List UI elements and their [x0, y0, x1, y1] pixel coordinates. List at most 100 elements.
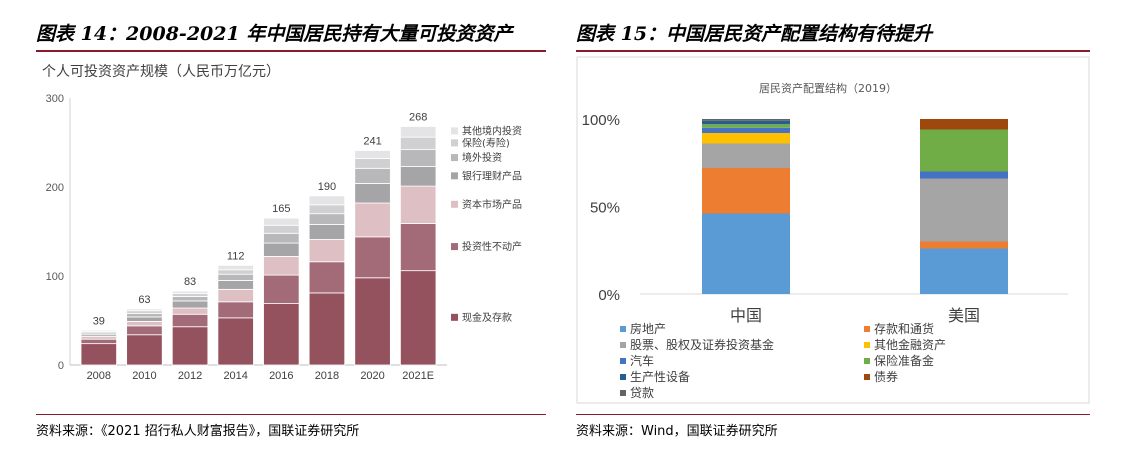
bar-segment [308, 261, 346, 294]
bar-segment [920, 178, 1008, 242]
bar-segment [80, 336, 118, 340]
right-source-rule [576, 414, 1090, 415]
bar-segment [126, 310, 163, 314]
bar-segment [126, 334, 163, 366]
bar-segment [126, 320, 163, 327]
bar-segment [217, 301, 254, 319]
legend-swatch [864, 342, 870, 348]
bar-segment [354, 167, 391, 184]
legend-label: 其他境内投资 [462, 124, 522, 137]
bar-segment [171, 296, 209, 302]
x-tick-label: 2008 [87, 370, 111, 380]
bar-segment [354, 202, 391, 238]
legend-swatch [620, 374, 626, 380]
x-tick-label: 2018 [315, 370, 339, 380]
left-title-rule [36, 50, 546, 52]
bar-segment [702, 120, 790, 125]
y-tick-label: 200 [46, 182, 64, 194]
bar-segment [308, 292, 346, 366]
bar-segment [263, 256, 300, 276]
legend-swatch [451, 172, 458, 180]
total-label: 112 [227, 250, 245, 262]
bar-segment [263, 224, 300, 234]
legend-swatch [620, 390, 626, 396]
legend-label: 资本市场产品 [462, 198, 522, 211]
bar-segment [171, 300, 209, 309]
bar-segment [126, 325, 163, 336]
bar-segment [399, 166, 437, 187]
left-source-note: 资料来源：《2021 招行私人财富报告》，国联证券研究所 [36, 424, 360, 439]
total-label: 268 [409, 111, 427, 123]
x-tick-label: 2010 [132, 370, 156, 380]
bar-segment [80, 329, 118, 333]
x-tick-label: 2021E [402, 370, 434, 380]
legend-label: 银行理财产品 [462, 169, 522, 182]
bar-segment [171, 290, 209, 294]
legend-swatch [451, 154, 458, 162]
bar-segment [354, 150, 391, 159]
left-figure-title: 图表 14：2008-2021 年中国居民持有大量可投资资产 [36, 23, 513, 45]
chart-title: 居民资产配置结构（2019） [759, 81, 897, 95]
right-figure-title: 图表 15：中国居民资产配置结构有待提升 [576, 23, 933, 45]
legend-label: 房地产 [630, 321, 666, 336]
bar-segment [171, 313, 209, 328]
left-source-rule [36, 414, 546, 415]
bar-segment [702, 133, 790, 144]
legend-label: 生产性设备 [630, 370, 690, 384]
bar-segment [217, 269, 254, 275]
chart-title: 个人可投资资产规模（人民币万亿元） [42, 64, 280, 80]
x-tick-label: 中国 [730, 306, 762, 325]
total-label: 63 [138, 294, 150, 306]
legend-label: 存款和通货 [874, 321, 934, 336]
x-tick-label: 2016 [269, 370, 293, 380]
bar-segment [399, 126, 437, 138]
bar-segment [920, 248, 1008, 294]
legend-swatch [864, 358, 870, 364]
y-tick-label: 50% [590, 200, 620, 217]
right-title-rule [576, 50, 1090, 52]
right-source-note: 资料来源：Wind，国联证券研究所 [576, 424, 778, 439]
legend-swatch [451, 243, 458, 251]
x-tick-label: 2012 [178, 370, 202, 380]
bar-segment [702, 124, 790, 128]
x-tick-label: 2014 [223, 370, 247, 380]
bar-segment [399, 149, 437, 167]
bar-segment [217, 317, 254, 366]
bar-segment [702, 143, 790, 168]
total-label: 241 [363, 136, 381, 148]
total-label: 39 [93, 315, 105, 327]
bar-segment [354, 158, 391, 169]
bar-segment [399, 270, 437, 366]
bar-segment [354, 277, 391, 366]
bar-segment [920, 129, 1008, 172]
bar-segment [263, 303, 300, 366]
x-tick-label: 美国 [948, 306, 980, 325]
chart-frame [576, 56, 1090, 404]
legend-label: 保险准备金 [874, 353, 934, 368]
total-label: 83 [184, 276, 196, 288]
bar-segment [171, 307, 209, 315]
total-label: 190 [318, 181, 336, 193]
bar-segment [263, 232, 300, 244]
bar-segment [171, 326, 209, 366]
y-tick-label: 0 [58, 360, 64, 372]
bar-segment [308, 195, 346, 206]
legend-label: 债券 [874, 369, 898, 384]
bar-segment [126, 316, 163, 322]
bar-segment [702, 213, 790, 294]
y-tick-label: 100% [582, 112, 620, 129]
bar-segment [217, 288, 254, 303]
bar-segment [702, 119, 790, 121]
legend-label: 股票、股权及证券投资基金 [630, 337, 774, 352]
bar-segment [217, 273, 254, 281]
bar-segment [920, 119, 1008, 130]
left-stacked-bar-chart: 个人可投资资产规模（人民币万亿元） 0 100 200 300 39 2008 63 2010 8… [42, 64, 522, 380]
legend-swatch [451, 127, 458, 135]
left-figure: 图表 14：2008-2021 年中国居民持有大量可投资资产 个人可投资资产规模… [36, 0, 546, 451]
bar-segment [263, 242, 300, 257]
bar-segment [702, 127, 790, 133]
bar-segment [308, 204, 346, 215]
bar-segment [399, 136, 437, 151]
y-tick-label: 0% [598, 287, 620, 304]
legend-swatch [620, 342, 626, 348]
